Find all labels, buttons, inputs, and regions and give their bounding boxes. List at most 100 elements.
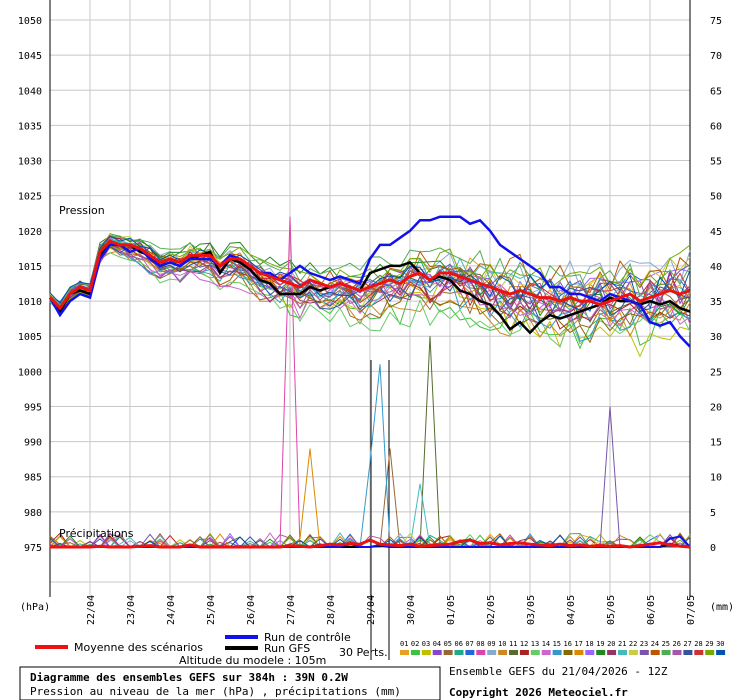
right-tick-label: 65 bbox=[710, 86, 722, 97]
member-legend-swatch bbox=[563, 650, 573, 655]
member-legend-swatch bbox=[519, 650, 529, 655]
member-legend-label: 01 bbox=[400, 640, 408, 648]
copyright-label: Copyright 2026 Meteociel.fr bbox=[449, 686, 628, 699]
member-legend-swatch bbox=[694, 650, 704, 655]
right-tick-label: 5 bbox=[710, 508, 716, 519]
member-legend-swatch bbox=[585, 650, 595, 655]
member-pressure-line bbox=[49, 237, 691, 311]
member-legend-swatch bbox=[574, 650, 584, 655]
x-tick-label: 06/05 bbox=[646, 595, 657, 625]
chart-title: Diagramme des ensembles GEFS sur 384h : … bbox=[30, 671, 348, 684]
left-tick-label: 990 bbox=[24, 438, 42, 449]
member-legend-swatch bbox=[650, 650, 660, 655]
member-pressure-line bbox=[49, 245, 691, 329]
x-tick-label: 02/05 bbox=[486, 595, 497, 625]
member-legend-label: 03 bbox=[422, 640, 430, 648]
left-tick-label: 1005 bbox=[18, 332, 42, 343]
member-legend-label: 25 bbox=[662, 640, 670, 648]
member-legend-label: 17 bbox=[574, 640, 582, 648]
member-legend-label: 27 bbox=[683, 640, 691, 648]
x-tick-label: 01/05 bbox=[446, 595, 457, 625]
member-legend-label: 05 bbox=[444, 640, 452, 648]
x-tick-label: 24/04 bbox=[166, 595, 177, 625]
member-legend-label: 15 bbox=[553, 640, 561, 648]
member-legend-swatch bbox=[661, 650, 671, 655]
member-legend-label: 23 bbox=[640, 640, 648, 648]
mean-precip-line bbox=[50, 538, 691, 549]
member-legend-label: 14 bbox=[542, 640, 550, 648]
member-legend-swatch bbox=[487, 650, 497, 655]
member-legend-label: 29 bbox=[705, 640, 713, 648]
member-legend-label: 22 bbox=[629, 640, 637, 648]
left-tick-label: 1010 bbox=[18, 297, 42, 308]
x-tick-label: 27/04 bbox=[286, 595, 297, 625]
ensemble-run-label: Ensemble GEFS du 21/04/2026 - 12Z bbox=[449, 665, 668, 678]
left-tick-label: 1050 bbox=[18, 16, 42, 27]
x-tick-label: 03/05 bbox=[526, 595, 537, 625]
right-tick-label: 75 bbox=[710, 16, 722, 27]
mean-pressure-line bbox=[48, 239, 691, 311]
member-legend-label: 26 bbox=[673, 640, 681, 648]
right-tick-label: 45 bbox=[710, 227, 722, 238]
member-legend-swatch bbox=[552, 650, 562, 655]
member-legend-swatch bbox=[607, 650, 617, 655]
member-legend-label: 12 bbox=[520, 640, 528, 648]
member-legend-swatch bbox=[705, 650, 715, 655]
x-tick-label: 05/05 bbox=[606, 595, 617, 625]
member-legend-label: 18 bbox=[585, 640, 593, 648]
member-legend-swatch bbox=[498, 650, 508, 655]
legend-gfs-label: Run GFS bbox=[264, 642, 310, 655]
chart-subtitle: Pression au niveau de la mer (hPa) , pré… bbox=[30, 685, 401, 698]
main-series-lines bbox=[48, 215, 691, 549]
member-legend-swatch bbox=[683, 650, 693, 655]
member-legend-label: 16 bbox=[564, 640, 572, 648]
right-unit-label: (mm) bbox=[710, 602, 734, 613]
member-legend-label: 06 bbox=[455, 640, 463, 648]
left-tick-label: 975 bbox=[24, 543, 42, 554]
left-tick-label: 1035 bbox=[18, 121, 42, 132]
left-tick-label: 985 bbox=[24, 473, 42, 484]
member-legend-label: 11 bbox=[509, 640, 517, 648]
left-tick-label: 1000 bbox=[18, 367, 42, 378]
control-pressure-line bbox=[48, 215, 691, 348]
x-axis-ticks: 22/04 23/04 24/04 25/04 26/04 27/04 28/04 29/04… bbox=[86, 595, 697, 625]
x-tick-label: 29/04 bbox=[366, 595, 377, 625]
left-tick-label: 1045 bbox=[18, 51, 42, 62]
left-tick-label: 1030 bbox=[18, 157, 42, 168]
left-tick-label: 1040 bbox=[18, 86, 42, 97]
member-legend-swatch bbox=[596, 650, 606, 655]
member-legend-swatch bbox=[421, 650, 431, 655]
member-legend-label: 30 bbox=[716, 640, 724, 648]
legend-control-label: Run de contrôle bbox=[264, 631, 351, 644]
x-tick-label: 04/05 bbox=[566, 595, 577, 625]
right-tick-label: 60 bbox=[710, 121, 722, 132]
left-tick-label: 1015 bbox=[18, 262, 42, 273]
member-legend-label: 09 bbox=[487, 640, 495, 648]
member-legend-swatch bbox=[639, 650, 649, 655]
member-legend-swatch bbox=[432, 650, 442, 655]
right-tick-label: 0 bbox=[710, 543, 716, 554]
legend-perts-label: 30 Perts. bbox=[339, 646, 388, 659]
member-legend-swatch bbox=[400, 650, 409, 655]
right-tick-label: 50 bbox=[710, 192, 722, 203]
left-tick-label: 1020 bbox=[18, 227, 42, 238]
member-legend-label: 10 bbox=[498, 640, 506, 648]
left-tick-label: 995 bbox=[24, 402, 42, 413]
right-tick-label: 20 bbox=[710, 402, 722, 413]
x-tick-label: 22/04 bbox=[86, 595, 97, 625]
left-unit-label: (hPa) bbox=[20, 602, 50, 613]
member-color-legend: 01 02 03 04 05 06 07 08 09 10 11 12 13 14 15 16 17 18 19 20… bbox=[400, 640, 726, 655]
member-legend-swatch bbox=[454, 650, 464, 655]
member-legend-swatch bbox=[541, 650, 551, 655]
member-legend-label: 07 bbox=[465, 640, 473, 648]
member-legend-swatch bbox=[443, 650, 453, 655]
left-tick-label: 1025 bbox=[18, 192, 42, 203]
member-pressure-line bbox=[49, 252, 691, 348]
member-legend-swatch bbox=[628, 650, 638, 655]
precip-label: Précipitations bbox=[59, 527, 134, 540]
left-tick-label: 980 bbox=[24, 508, 42, 519]
member-legend-label: 21 bbox=[618, 640, 626, 648]
x-tick-label: 26/04 bbox=[246, 595, 257, 625]
member-pressure-line bbox=[49, 250, 691, 338]
